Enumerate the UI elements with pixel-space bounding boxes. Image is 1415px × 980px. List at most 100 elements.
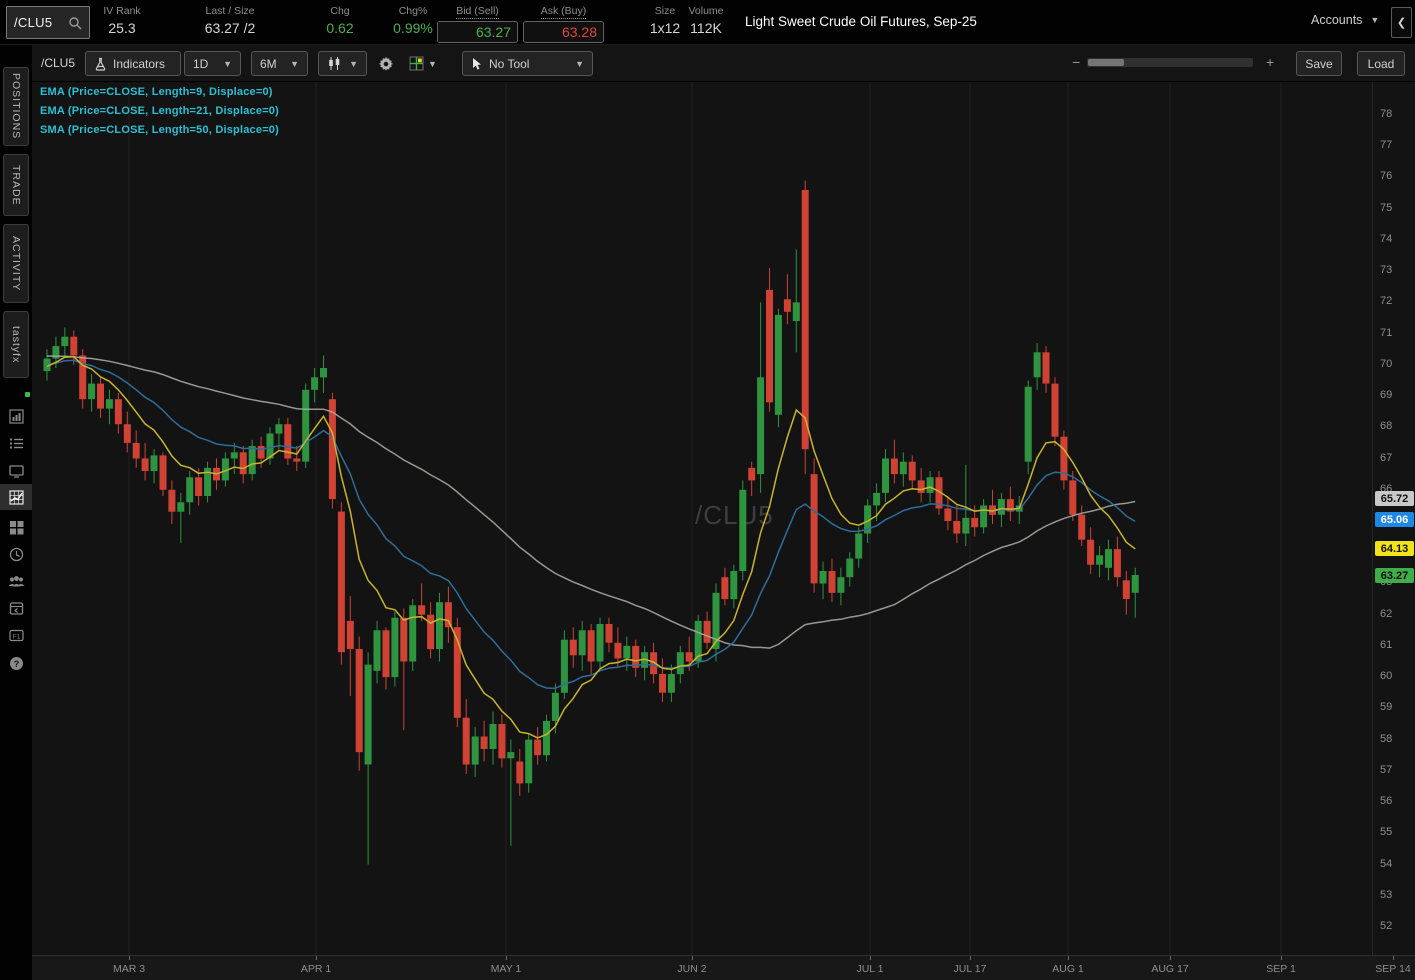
symbol-search-box[interactable]: /CLU5: [6, 6, 90, 39]
zoom-out-button[interactable]: −: [1072, 54, 1080, 70]
bid-value: 63.27: [476, 24, 511, 40]
accounts-label: Accounts: [1311, 13, 1362, 27]
chevron-down-icon: ▼: [290, 59, 299, 69]
function-keys-icon[interactable]: F1: [0, 622, 32, 648]
last-size-field: Last / Size 63.27 /2: [180, 5, 280, 36]
collapse-panel-button[interactable]: ❮: [1391, 7, 1412, 38]
iv-rank-value: 25.3: [108, 20, 135, 36]
price-tick-label: 76: [1380, 170, 1392, 182]
chart-settings-button[interactable]: [374, 51, 398, 76]
legend-ema9[interactable]: EMA (Price=CLOSE, Length=9, Displace=0): [40, 83, 279, 102]
time-tick-label: MAY 1: [491, 963, 522, 975]
drawing-tool-dropdown[interactable]: No Tool ▼: [462, 51, 593, 76]
save-button[interactable]: Save: [1296, 51, 1342, 76]
left-sidebar: POSITIONS TRADE ACTIVITY tastyfx F1 ?: [0, 45, 32, 980]
chg-field: Chg 0.62: [300, 5, 380, 36]
chevron-down-icon: ▼: [428, 59, 437, 69]
bid-button[interactable]: 63.27: [437, 21, 518, 43]
time-tick-label: AUG 17: [1151, 963, 1188, 975]
chevron-down-icon: ▼: [575, 59, 584, 69]
flask-icon: [94, 57, 107, 71]
chart-toolbar: /CLU5 Indicators 1D ▼ 6M ▼ ▼ ▼ No Tool ▼…: [32, 45, 1415, 82]
candlestick-plot[interactable]: /CLU5: [32, 82, 1372, 955]
time-tick-label: AUG 1: [1052, 963, 1084, 975]
screener-icon[interactable]: [0, 457, 32, 483]
price-tick-label: 62: [1380, 608, 1392, 620]
sidebar-tab-activity[interactable]: ACTIVITY: [3, 224, 29, 303]
chevron-down-icon: ▼: [349, 59, 358, 69]
legend-sma50[interactable]: SMA (Price=CLOSE, Length=50, Displace=0): [40, 121, 279, 140]
price-tag-last-price: 63.27: [1375, 568, 1414, 583]
price-tag-EMA21: 65.06: [1375, 512, 1414, 527]
time-tick-label: JUN 2: [677, 963, 706, 975]
calendar-icon[interactable]: [0, 595, 32, 621]
price-tick-label: 60: [1380, 670, 1392, 682]
history-icon[interactable]: [0, 541, 32, 567]
price-tick-label: 55: [1380, 826, 1392, 838]
price-tick-label: 61: [1380, 639, 1392, 651]
price-tick-label: 68: [1380, 420, 1392, 432]
followed-traders-icon[interactable]: [0, 568, 32, 594]
legend-ema21[interactable]: EMA (Price=CLOSE, Length=21, Displace=0): [40, 102, 279, 121]
zoom-slider-handle[interactable]: [1088, 59, 1124, 66]
toolbar-symbol-label: /CLU5: [41, 56, 75, 70]
top-bar: /CLU5 IV Rank 25.3 Last / Size 63.27 /2 …: [0, 0, 1415, 45]
watchlist-icon[interactable]: [0, 430, 32, 456]
symbol-watermark: /CLU5: [695, 500, 774, 530]
price-tick-label: 67: [1380, 452, 1392, 464]
load-button[interactable]: Load: [1357, 51, 1405, 76]
volume-value: 112K: [690, 20, 722, 36]
svg-text:?: ?: [13, 659, 19, 669]
chart-icon[interactable]: [0, 484, 32, 510]
chevron-left-icon: ❮: [1397, 16, 1406, 29]
chg-pct-label: Chg%: [399, 5, 428, 17]
time-tick-label: JUL 17: [954, 963, 987, 975]
price-tick-label: 57: [1380, 764, 1392, 776]
sidebar-tab-trade[interactable]: TRADE: [3, 154, 29, 216]
zoom-in-button[interactable]: +: [1266, 54, 1274, 70]
study-legend: EMA (Price=CLOSE, Length=9, Displace=0) …: [40, 83, 279, 140]
size-label: Size: [655, 5, 675, 17]
price-tick-label: 71: [1380, 327, 1392, 339]
help-icon[interactable]: ?: [0, 650, 32, 676]
quote-detail-icon[interactable]: [0, 403, 32, 429]
chart-type-dropdown[interactable]: ▼: [318, 51, 367, 76]
connection-status-dot: [25, 392, 30, 397]
accounts-menu[interactable]: Accounts ▼: [1311, 13, 1379, 27]
indicators-button[interactable]: Indicators: [85, 51, 181, 76]
range-dropdown[interactable]: 6M ▼: [251, 51, 308, 76]
iv-rank-label: IV Rank: [103, 5, 140, 17]
price-tick-label: 74: [1380, 233, 1392, 245]
chg-value: 0.62: [326, 20, 353, 36]
chg-pct-value: 0.99%: [393, 20, 433, 36]
bid-label: Bid (Sell): [456, 5, 499, 19]
time-tick-label: SEP 1: [1266, 963, 1296, 975]
zoom-slider[interactable]: [1087, 58, 1253, 67]
time-tick-label: APR 1: [301, 963, 331, 975]
ask-button[interactable]: 63.28: [523, 21, 604, 43]
volume-field: Volume 112K: [676, 5, 736, 36]
price-tick-label: 69: [1380, 389, 1392, 401]
grid-layout-dropdown[interactable]: ▼: [405, 51, 441, 76]
price-tick-label: 59: [1380, 701, 1392, 713]
price-tag-EMA9: 64.13: [1375, 541, 1414, 556]
dashboard-icon[interactable]: [0, 514, 32, 540]
price-tick-label: 58: [1380, 733, 1392, 745]
price-tick-label: 70: [1380, 358, 1392, 370]
instrument-title: Light Sweet Crude Oil Futures, Sep-25: [745, 14, 977, 29]
time-tick-label: JUL 1: [856, 963, 883, 975]
price-tick-label: 72: [1380, 295, 1392, 307]
price-tick-label: 54: [1380, 858, 1392, 870]
sidebar-tab-positions[interactable]: POSITIONS: [3, 67, 29, 146]
last-size-value: 63.27 /2: [205, 20, 256, 36]
price-axis: 7877767574737271706968676665646362616059…: [1372, 82, 1415, 955]
chg-label: Chg: [330, 5, 349, 17]
timeframe-dropdown[interactable]: 1D ▼: [184, 51, 241, 76]
sidebar-tab-tastyfx[interactable]: tastyfx: [3, 311, 29, 378]
svg-text:F1: F1: [12, 633, 20, 640]
chart-area: /CLU5 EMA (Price=CLOSE, Length=9, Displa…: [32, 82, 1415, 955]
last-size-label: Last / Size: [205, 5, 254, 17]
price-tick-label: 77: [1380, 139, 1392, 151]
ask-label: Ask (Buy): [541, 5, 587, 19]
time-axis: MAR 3APR 1MAY 1JUN 2JUL 1JUL 17AUG 1AUG …: [32, 955, 1415, 980]
